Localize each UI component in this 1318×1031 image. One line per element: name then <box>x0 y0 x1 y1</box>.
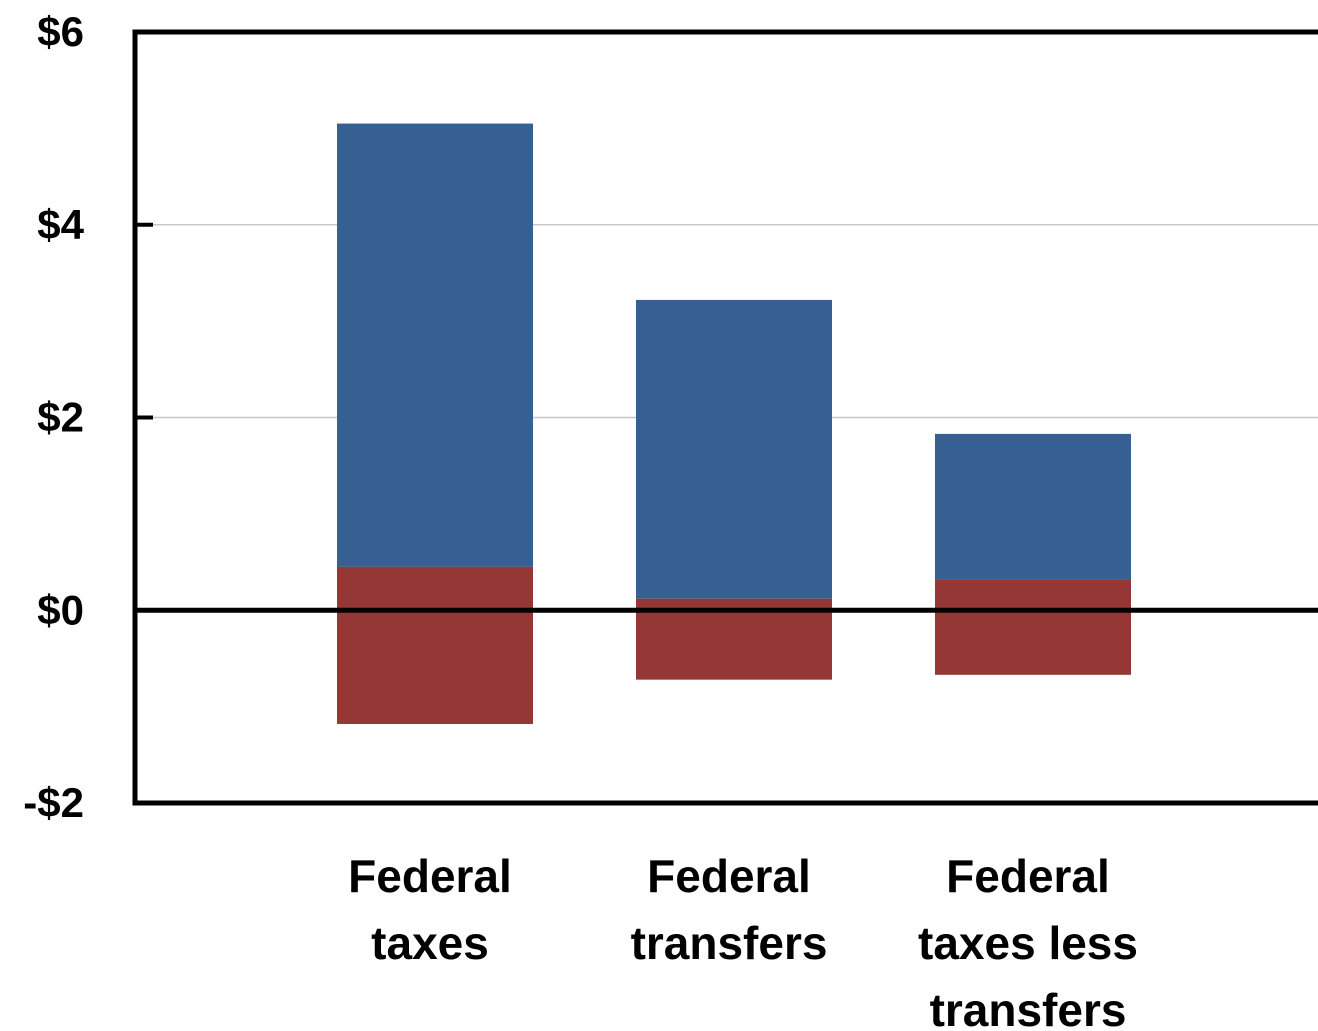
x-axis-labels: Federal taxes Federal transfers Federal taxes… <box>348 850 1138 1031</box>
y-tick-label: $0 <box>37 586 84 633</box>
x-category-label: Federal taxes less transfers <box>918 850 1138 1031</box>
x-category-label-line: Federal <box>946 850 1110 902</box>
bar-segment <box>337 123 533 567</box>
x-category-label-line: taxes <box>371 917 489 969</box>
bar-segment <box>935 433 1131 580</box>
x-category-label-line: taxes less <box>918 917 1138 969</box>
x-category-label: Federal taxes <box>348 850 512 969</box>
bar-segment <box>337 566 533 724</box>
bar-segment <box>636 299 832 599</box>
y-tick-label: -$2 <box>23 779 84 826</box>
x-category-label: Federal transfers <box>631 850 828 969</box>
x-category-label-line: Federal <box>647 850 811 902</box>
x-category-label-line: transfers <box>631 917 828 969</box>
y-tick-label: $4 <box>37 201 84 248</box>
y-tick-label: $2 <box>37 394 84 441</box>
bar-segment <box>935 579 1131 675</box>
axes <box>132 29 1318 806</box>
bars <box>337 123 1131 724</box>
y-tick-label: $6 <box>37 8 84 55</box>
x-category-label-line: Federal <box>348 850 512 902</box>
x-category-label-line: transfers <box>930 984 1127 1031</box>
